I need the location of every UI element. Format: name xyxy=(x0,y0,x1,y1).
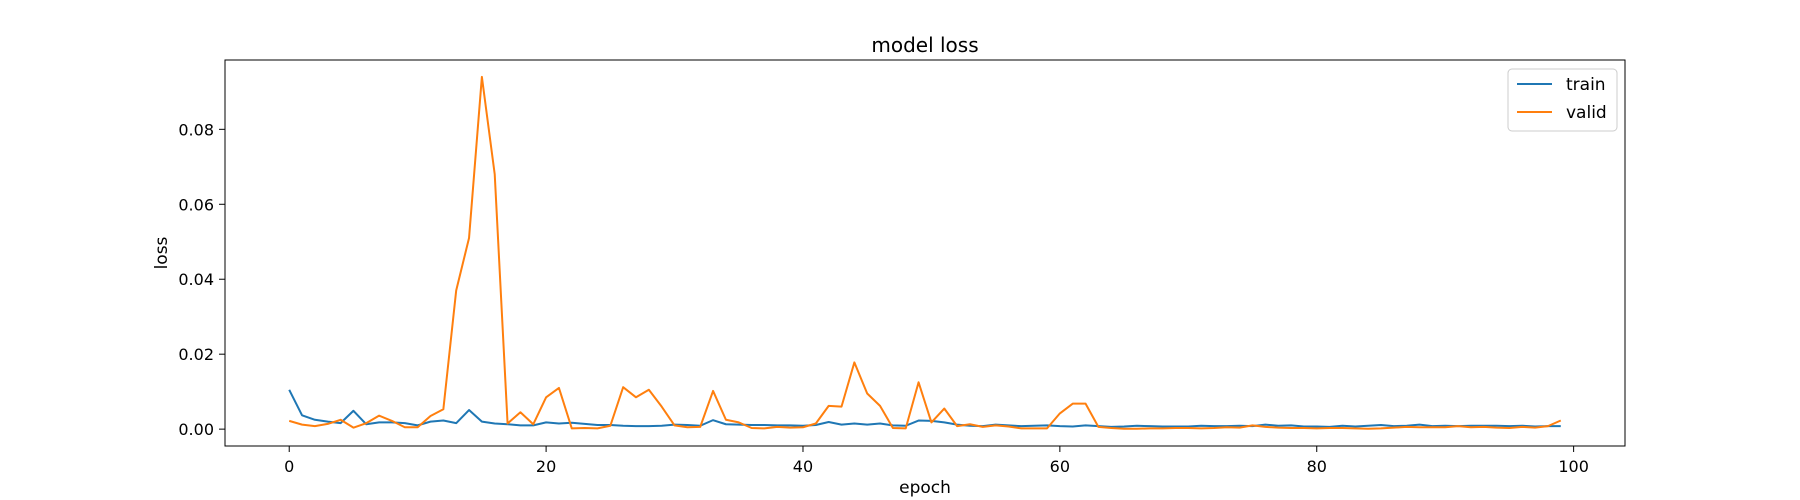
y-tick-label: 0.06 xyxy=(178,195,214,214)
x-tick-label: 40 xyxy=(793,457,813,476)
y-axis: 0.00 0.02 0.04 0.06 0.08 xyxy=(178,120,225,439)
x-tick-label: 100 xyxy=(1558,457,1589,476)
series-line-train xyxy=(288,389,1561,428)
x-tick-label: 0 xyxy=(284,457,294,476)
x-axis-label: epoch xyxy=(899,478,951,498)
legend-label-valid: valid xyxy=(1566,103,1607,123)
series-line-valid xyxy=(288,75,1562,430)
x-axis: 0 20 40 60 80 100 xyxy=(284,446,1589,476)
chart-title: model loss xyxy=(871,33,978,57)
legend-label-train: train xyxy=(1566,75,1606,95)
legend: train valid xyxy=(1507,68,1618,132)
y-tick-label: 0.04 xyxy=(178,270,214,289)
y-tick-label: 0.02 xyxy=(178,345,214,364)
plot-frame xyxy=(224,59,1626,447)
x-tick-label: 20 xyxy=(536,457,556,476)
y-axis-label: loss xyxy=(152,236,172,269)
y-tick-label: 0.08 xyxy=(178,120,214,139)
series-layer xyxy=(288,75,1562,430)
y-tick-label: 0.00 xyxy=(178,420,214,439)
x-tick-label: 60 xyxy=(1050,457,1070,476)
x-tick-label: 80 xyxy=(1307,457,1327,476)
